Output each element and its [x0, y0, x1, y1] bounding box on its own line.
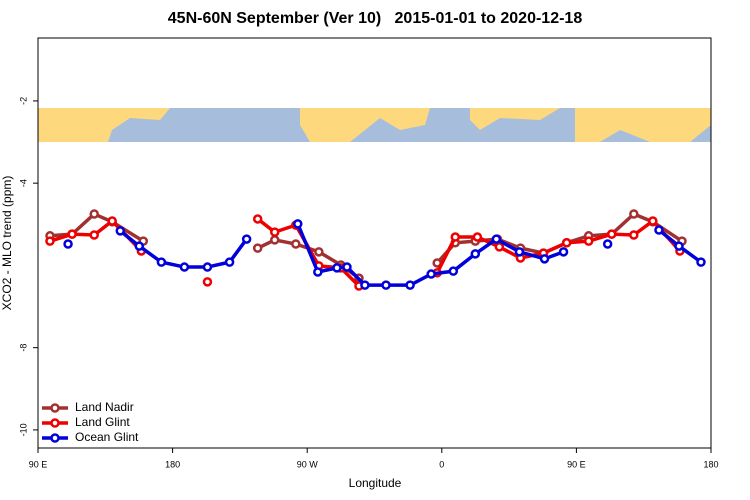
data-point [360, 280, 370, 290]
data-point [381, 280, 391, 290]
data-point [313, 267, 323, 277]
data-point [602, 239, 613, 249]
y-tick-label: -2 [18, 97, 28, 105]
legend-label: Land Glint [75, 415, 130, 429]
data-point [252, 214, 263, 224]
data-point [269, 227, 280, 237]
x-tick-label: 90 E [567, 459, 586, 469]
data-point [514, 247, 525, 257]
x-tick-label: 0 [439, 459, 444, 469]
data-point [696, 257, 706, 267]
data-point [558, 247, 569, 257]
data-point [654, 225, 664, 235]
data-point [629, 209, 639, 219]
x-tick-label: 180 [165, 459, 180, 469]
data-point [202, 262, 213, 272]
data-point [450, 232, 461, 242]
data-point [332, 263, 342, 273]
data-point [342, 262, 352, 272]
data-point [648, 216, 658, 226]
x-tick-label: 180 [703, 459, 718, 469]
data-point [491, 234, 502, 244]
data-point [67, 229, 77, 239]
y-axis-label: XCO2 - MLO trend (ppm) [0, 176, 14, 311]
legend-marker [50, 418, 60, 428]
data-point [45, 236, 55, 246]
map-band [38, 108, 711, 142]
data-point [470, 249, 481, 259]
data-point [629, 230, 639, 240]
data-point [494, 242, 505, 252]
data-point [202, 277, 213, 287]
x-tick-label: 90 W [297, 459, 319, 469]
data-point [314, 247, 324, 257]
data-point [426, 269, 436, 279]
legend-marker [50, 403, 60, 413]
data-point [269, 235, 280, 245]
data-point [89, 230, 99, 240]
series-line [49, 211, 683, 280]
x-tick-label: 90 E [29, 459, 48, 469]
data-point [252, 243, 263, 253]
data-point [448, 266, 459, 276]
data-point [606, 229, 617, 239]
y-tick-label: -4 [18, 179, 28, 187]
data-point [63, 239, 73, 249]
plot-frame [37, 37, 712, 449]
data-point [291, 239, 301, 249]
data-point [561, 238, 572, 248]
data-point [405, 280, 415, 290]
data-point [89, 209, 99, 219]
data-point [583, 236, 594, 246]
data-point [179, 262, 190, 272]
x-axis-label: Longitude [349, 476, 402, 490]
data-point [156, 257, 167, 267]
data-point [241, 234, 252, 244]
data-point [674, 241, 684, 251]
chart-title: 45N-60N September (Ver 10) 2015-01-01 to… [168, 10, 583, 27]
data-point [539, 254, 550, 264]
data-point [472, 232, 483, 242]
data-point [107, 216, 117, 226]
legend-label: Ocean Glint [75, 430, 139, 444]
legend-marker [50, 433, 60, 443]
y-tick-label: -10 [18, 423, 28, 436]
y-tick-label: -8 [18, 344, 28, 352]
data-point [134, 241, 144, 251]
data-point [293, 219, 303, 229]
data-point [224, 257, 235, 267]
data-point [115, 226, 126, 236]
legend-label: Land Nadir [75, 400, 134, 414]
